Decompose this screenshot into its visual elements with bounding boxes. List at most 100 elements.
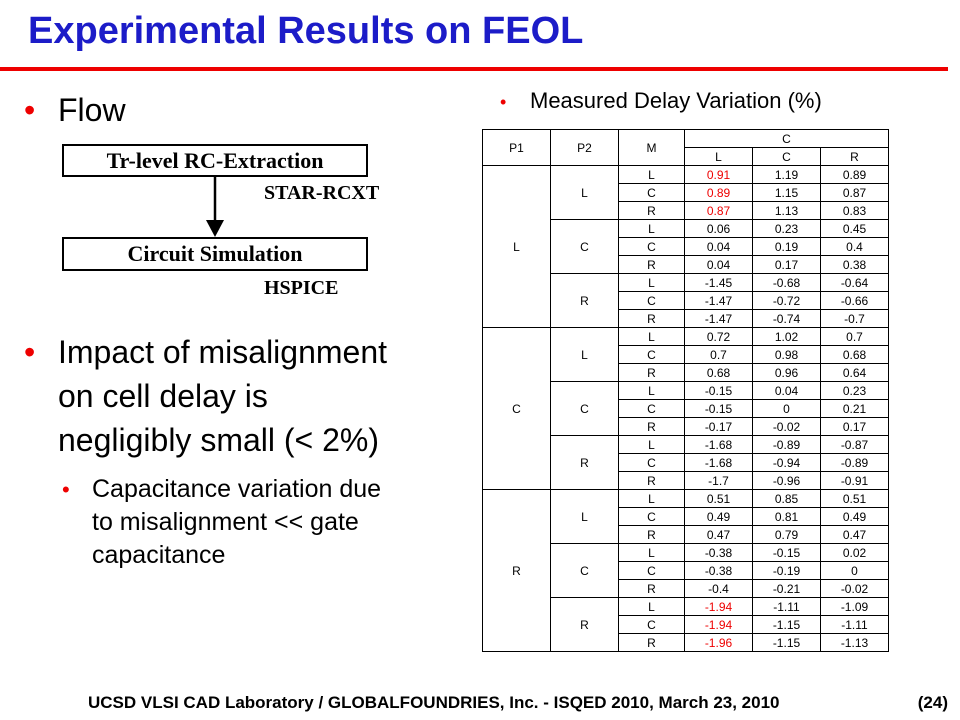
subheader-c: C <box>752 147 821 166</box>
value-cell: -0.38 <box>684 543 753 562</box>
value-cell: -1.68 <box>684 453 753 472</box>
value-cell: -0.74 <box>752 309 821 328</box>
p2-cell: L <box>550 489 619 544</box>
value-cell: 1.02 <box>752 327 821 346</box>
table-row: R -1.96 -1.15 -1.13 <box>483 633 889 652</box>
value-cell: -0.68 <box>752 273 821 292</box>
flow-down-arrow-icon <box>206 176 224 237</box>
p2-cell: R <box>550 435 619 490</box>
value-cell: 1.15 <box>752 183 821 202</box>
m-cell: L <box>618 597 685 616</box>
value-cell: 0.68 <box>820 345 889 364</box>
m-cell: L <box>618 543 685 562</box>
value-cell: -0.38 <box>684 561 753 580</box>
value-cell: -0.89 <box>820 453 889 472</box>
impact-line-1: Impact of misalignment <box>58 334 388 370</box>
value-cell: -0.66 <box>820 291 889 310</box>
value-cell: 0.47 <box>820 525 889 544</box>
value-cell: 0.51 <box>820 489 889 508</box>
value-cell: -0.94 <box>752 453 821 472</box>
value-cell: -1.94 <box>684 597 753 616</box>
impact-line-3: negligibly small (< 2%) <box>58 422 380 458</box>
table-row: C L L 0.72 1.02 0.7 <box>482 327 889 490</box>
value-cell: 0.51 <box>684 489 753 508</box>
p2-cell: R <box>550 273 619 328</box>
table-row: C 0.04 0.19 0.4 <box>483 237 889 256</box>
flow-bullet-text: Flow <box>58 92 126 128</box>
value-cell: 0.49 <box>684 507 753 526</box>
capacitance-sub-bullet: • Capacitance variation due to misalignm… <box>62 473 381 572</box>
value-cell: 0.89 <box>820 165 889 184</box>
table-row: C 0.49 0.81 0.49 <box>483 507 889 526</box>
value-cell: -1.09 <box>820 597 889 616</box>
value-cell: 0.89 <box>684 183 753 202</box>
value-cell: -0.96 <box>752 471 821 490</box>
value-cell: 0.64 <box>820 363 889 382</box>
value-cell: 0 <box>820 561 889 580</box>
bullet-marker: • <box>24 334 36 370</box>
bullet-marker: • <box>62 477 70 502</box>
header-p2: P2 <box>550 129 619 166</box>
value-cell: -1.15 <box>752 633 821 652</box>
header-c: C <box>684 129 889 148</box>
value-cell: -0.15 <box>684 399 753 418</box>
impact-line-2: on cell delay is <box>58 378 268 414</box>
m-cell: L <box>618 165 685 184</box>
p2-cell: C <box>550 381 619 436</box>
sub-line-2: to misalignment << gate <box>92 508 359 536</box>
table-row: C -0.38 -0.19 0 <box>483 561 889 580</box>
value-cell: 0.72 <box>684 327 753 346</box>
value-cell: -0.4 <box>684 579 753 598</box>
value-cell: 0.87 <box>684 201 753 220</box>
value-cell: -0.64 <box>820 273 889 292</box>
page-number: (24) <box>917 693 948 712</box>
value-cell: -1.11 <box>752 597 821 616</box>
value-cell: 0.21 <box>820 399 889 418</box>
m-cell: R <box>618 579 685 598</box>
value-cell: -0.7 <box>820 309 889 328</box>
value-cell: 0.23 <box>752 219 821 238</box>
delay-variation-heading-text: Measured Delay Variation (%) <box>530 88 822 113</box>
table-row: R L -1.68 -0.89 -0.87 <box>483 435 889 490</box>
p2-cell: C <box>550 219 619 274</box>
value-cell: 0.85 <box>752 489 821 508</box>
value-cell: -0.15 <box>752 543 821 562</box>
m-cell: C <box>618 237 685 256</box>
table-row: R 0.47 0.79 0.47 <box>483 525 889 544</box>
value-cell: -1.47 <box>684 291 753 310</box>
subheader-l: L <box>684 147 753 166</box>
p2-cell: R <box>550 597 619 652</box>
p2-cell: L <box>550 165 619 220</box>
value-cell: 0.7 <box>684 345 753 364</box>
m-cell: R <box>618 525 685 544</box>
m-cell: C <box>618 183 685 202</box>
delay-variation-heading: • Measured Delay Variation (%) <box>500 88 822 114</box>
table-row: R -1.47 -0.74 -0.7 <box>483 309 889 328</box>
value-cell: -1.7 <box>684 471 753 490</box>
value-cell: 0.68 <box>684 363 753 382</box>
p1-cell: L <box>482 165 551 328</box>
value-cell: 0.45 <box>820 219 889 238</box>
value-cell: -1.68 <box>684 435 753 454</box>
title-divider <box>0 67 948 71</box>
header-m: M <box>618 129 685 166</box>
p2-cell: L <box>550 327 619 382</box>
value-cell: -1.11 <box>820 615 889 634</box>
value-cell: 0 <box>752 399 821 418</box>
value-cell: 1.19 <box>752 165 821 184</box>
value-cell: 0.06 <box>684 219 753 238</box>
slide-title: Experimental Results on FEOL <box>28 10 584 52</box>
flow-box-simulation: Circuit Simulation <box>62 237 368 271</box>
value-cell: 0.87 <box>820 183 889 202</box>
value-cell: -0.19 <box>752 561 821 580</box>
value-cell: -0.72 <box>752 291 821 310</box>
m-cell: L <box>618 219 685 238</box>
bullet-marker: • <box>24 92 36 128</box>
table-row: R 0.04 0.17 0.38 <box>483 255 889 274</box>
m-cell: C <box>618 345 685 364</box>
m-cell: C <box>618 507 685 526</box>
m-cell: R <box>618 363 685 382</box>
value-cell: 0.98 <box>752 345 821 364</box>
m-cell: L <box>618 273 685 292</box>
value-cell: 0.23 <box>820 381 889 400</box>
